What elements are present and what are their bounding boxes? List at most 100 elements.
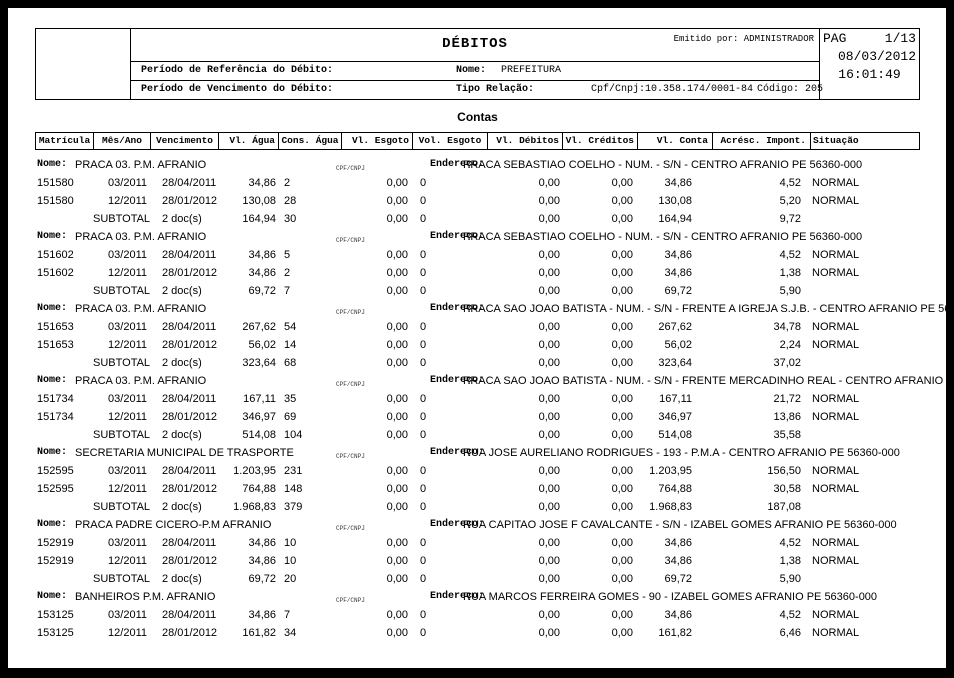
cell: 379	[284, 501, 303, 513]
column-header: Mês/Ano	[94, 133, 151, 149]
cell: 4,52	[779, 537, 801, 549]
cell: 148	[284, 483, 303, 495]
cell: SUBTOTAL	[93, 573, 151, 585]
cell: 69,72	[664, 573, 692, 585]
cell	[810, 570, 920, 588]
cell	[810, 354, 920, 372]
pag-value: 1/13	[884, 31, 916, 46]
ref-period-label: Período de Referência do Débito:	[141, 64, 334, 76]
cell: NORMAL	[812, 339, 860, 351]
cell: 0,00	[386, 249, 408, 261]
cell: 0	[420, 357, 427, 369]
column-header: Situação	[813, 135, 859, 146]
group-name: PRACA 03. P.M. AFRANIO	[75, 159, 207, 171]
cell: 0,00	[538, 249, 560, 261]
cell: 153125	[37, 609, 74, 621]
cell: 1.968,83	[649, 501, 692, 513]
cell: 1.203,95	[233, 465, 276, 477]
cell: 2 doc(s)	[162, 501, 202, 513]
column-header: Vl. Conta	[638, 133, 713, 149]
subtotal-row: SUBTOTAL 2 doc(s) 69,72 7 0,00 0 0,00 0,00 69,72…	[35, 282, 920, 300]
cell: 0	[420, 267, 427, 279]
cell: 5	[284, 249, 291, 261]
subtotal-row: SUBTOTAL 2 doc(s) 323,64 68 0,00 0 0,00 0,00 323…	[35, 354, 920, 372]
cell: 0	[420, 321, 427, 333]
subtotal-row: SUBTOTAL 2 doc(s) 69,72 20 0,00 0 0,00 0,00 69,7…	[35, 570, 920, 588]
cell: 0,00	[538, 285, 560, 297]
cell: 10	[284, 537, 297, 549]
cell: 0,00	[538, 627, 560, 639]
cell: 0,00	[611, 555, 633, 567]
group-address: PRACA SAO JOAO BATISTA - NUM. - S/N - FR…	[463, 375, 946, 387]
cell: 4,52	[779, 177, 801, 189]
cell: 20	[284, 573, 297, 585]
cell: 187,08	[767, 501, 801, 513]
cell: 28/04/2011	[162, 177, 217, 189]
cell: 0	[420, 609, 427, 621]
cell: NORMAL	[812, 483, 860, 495]
cpf-cnpj-value: Cpf/Cnpj:10.358.174/0001-84	[591, 83, 754, 95]
cell: SUBTOTAL	[93, 213, 151, 225]
cell	[35, 210, 93, 228]
emitted-by: Emitido por: ADMINISTRADOR	[674, 34, 814, 44]
cell: NORMAL	[812, 609, 860, 621]
cell: NORMAL	[812, 249, 860, 261]
pagination-box: PAG 1/13 08/03/2012 16:01:49	[819, 29, 919, 99]
cell: 0,00	[538, 357, 560, 369]
group-cpfcnpj-label: CPF/CNPJ	[336, 309, 365, 316]
cell: 151580	[37, 195, 74, 207]
group-header-row: Nome: PRACA PADRE CICERO-P.M AFRANIO CPF/C…	[35, 516, 920, 534]
cell: 764,88	[242, 483, 276, 495]
cell: 0	[420, 249, 427, 261]
cell: 0,00	[611, 177, 633, 189]
group-cpfcnpj-label: CPF/CNPJ	[336, 453, 365, 460]
codigo-value: Código: 205	[757, 83, 824, 95]
cell: 0,00	[611, 267, 633, 279]
cell: 0,00	[538, 321, 560, 333]
cell: 35,58	[773, 429, 801, 441]
cell	[35, 570, 93, 588]
cell: 0,00	[538, 393, 560, 405]
cell: 0,00	[386, 573, 408, 585]
cell: 28/01/2012	[162, 339, 218, 351]
cell: 130,08	[658, 195, 692, 207]
cell: 68	[284, 357, 297, 369]
cell: 0,00	[611, 483, 633, 495]
cell: 0	[420, 537, 427, 549]
cell: 0	[420, 501, 427, 513]
cell: 0,00	[538, 573, 560, 585]
cell: 0,00	[386, 321, 408, 333]
cell: 9,72	[779, 213, 801, 225]
due-period-label: Período de Vencimento do Débito:	[141, 83, 334, 95]
cell: 0,00	[611, 537, 633, 549]
group-name: PRACA 03. P.M. AFRANIO	[75, 375, 207, 387]
cell: 167,11	[659, 393, 692, 405]
cell: 0,00	[386, 213, 408, 225]
cell: SUBTOTAL	[93, 501, 151, 513]
cell: NORMAL	[812, 321, 860, 333]
group-header-row: Nome: PRACA 03. P.M. AFRANIO CPF/CNPJ Ender…	[35, 156, 920, 174]
cell: 12/2011	[108, 555, 147, 567]
cell: 0,00	[538, 537, 560, 549]
group-header-row: Nome: PRACA 03. P.M. AFRANIO CPF/CNPJ Ender…	[35, 300, 946, 318]
header-venc-row: Período de Vencimento do Débito: Tipo Re…	[131, 79, 823, 99]
table-row: 151653 12/2011 28/01/2012 56,02 14 0,00 0 0,00 0…	[35, 336, 920, 354]
column-header: Vencimento	[151, 133, 219, 149]
cell: 2 doc(s)	[162, 285, 202, 297]
cell: 28/04/2011	[162, 609, 217, 621]
cell: 0,00	[611, 195, 633, 207]
cell: 0,00	[611, 627, 633, 639]
group-header-row: Nome: PRACA 03. P.M. AFRANIO CPF/CNPJ Ender…	[35, 228, 920, 246]
report-header: DÉBITOS Emitido por: ADMINISTRADOR Perío…	[35, 28, 920, 100]
cell: 34,86	[664, 609, 692, 621]
cell: 34,86	[248, 555, 276, 567]
cell: 152919	[37, 537, 74, 549]
cell: 5,90	[779, 573, 801, 585]
group-endereco-label: Endereço:	[430, 447, 485, 458]
header-title-row: DÉBITOS Emitido por: ADMINISTRADOR	[131, 29, 819, 61]
cell: 34,86	[664, 555, 692, 567]
column-header: Acrésc. Impont.	[713, 133, 811, 149]
cell: 151602	[37, 249, 74, 261]
cell: 0,00	[611, 213, 633, 225]
cell: 161,82	[658, 627, 692, 639]
